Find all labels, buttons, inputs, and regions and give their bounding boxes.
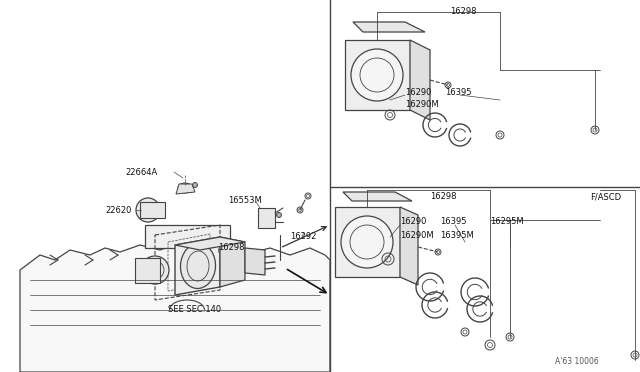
Text: SEE SEC.140: SEE SEC.140 <box>168 305 221 314</box>
Text: 16290: 16290 <box>405 88 431 97</box>
Text: F/ASCD: F/ASCD <box>590 192 621 201</box>
Polygon shape <box>175 237 220 295</box>
Text: A'63 10006: A'63 10006 <box>555 357 599 366</box>
Circle shape <box>136 198 160 222</box>
Polygon shape <box>345 40 410 110</box>
Polygon shape <box>245 248 265 275</box>
Polygon shape <box>258 208 275 228</box>
Text: 16290M: 16290M <box>400 231 434 240</box>
Polygon shape <box>176 184 195 194</box>
Polygon shape <box>140 202 165 218</box>
Text: 16292: 16292 <box>290 232 316 241</box>
Ellipse shape <box>178 183 192 193</box>
Text: 22664A: 22664A <box>125 168 157 177</box>
Polygon shape <box>145 225 230 248</box>
Polygon shape <box>410 40 430 120</box>
Text: 16298: 16298 <box>218 243 244 252</box>
Polygon shape <box>400 207 418 285</box>
Ellipse shape <box>180 244 216 289</box>
Text: 16295M: 16295M <box>490 217 524 226</box>
Text: 16290: 16290 <box>400 217 426 226</box>
Text: 16395M: 16395M <box>440 231 474 240</box>
Polygon shape <box>220 237 245 287</box>
Polygon shape <box>135 258 160 283</box>
Polygon shape <box>335 207 400 277</box>
Text: 16395: 16395 <box>445 88 472 97</box>
Polygon shape <box>175 237 245 250</box>
Circle shape <box>351 49 403 101</box>
Text: 16553M: 16553M <box>228 196 262 205</box>
Circle shape <box>341 216 393 268</box>
Text: 22620: 22620 <box>105 206 131 215</box>
Polygon shape <box>20 245 330 372</box>
Polygon shape <box>353 22 425 32</box>
Text: 16298: 16298 <box>450 7 477 16</box>
Circle shape <box>141 256 169 284</box>
Text: 16395: 16395 <box>440 217 467 226</box>
Text: 16290M: 16290M <box>405 100 438 109</box>
Polygon shape <box>343 192 412 201</box>
Text: 16298: 16298 <box>430 192 456 201</box>
